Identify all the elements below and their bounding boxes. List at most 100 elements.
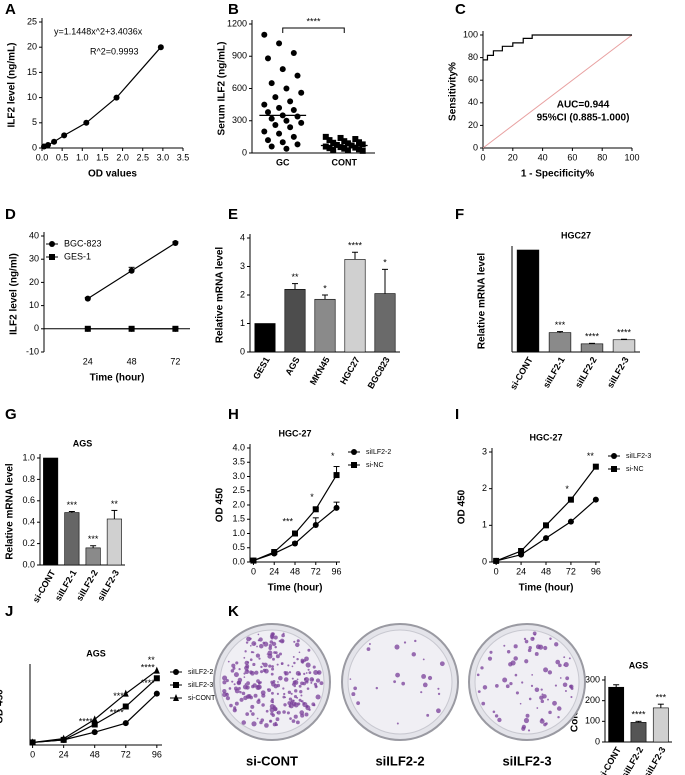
x-tick-label: 48 — [90, 749, 100, 759]
significance: *** — [555, 320, 566, 330]
panel-letter: F — [455, 206, 464, 223]
colony — [296, 678, 299, 681]
colony — [282, 710, 286, 714]
marker — [61, 132, 68, 139]
colony — [299, 690, 303, 694]
colony — [523, 637, 527, 641]
colony — [315, 685, 318, 688]
dish-label: si-CONT — [246, 753, 298, 768]
marker — [45, 141, 52, 148]
marker — [84, 325, 91, 332]
colony — [487, 656, 493, 661]
x-tick-label: 1.0 — [76, 152, 89, 162]
colony — [555, 659, 561, 665]
colony — [276, 692, 279, 695]
colony — [294, 689, 298, 693]
bar — [85, 547, 101, 566]
colony — [395, 672, 400, 678]
colony — [414, 639, 417, 643]
y-tick-label: 20 — [27, 42, 37, 52]
marker — [84, 295, 91, 302]
y-axis-label: Serum ILF2 (ng/mL) — [217, 42, 228, 136]
colony — [260, 665, 263, 669]
y-tick-label: 15 — [27, 67, 37, 77]
colony — [257, 698, 261, 702]
marker — [264, 109, 271, 116]
y-tick-label: 10 — [29, 300, 39, 310]
colony — [228, 687, 232, 690]
marker — [153, 675, 160, 682]
marker — [128, 267, 135, 274]
colony — [222, 689, 227, 694]
colony — [480, 666, 484, 670]
colony — [276, 711, 279, 714]
y-tick-label: 20 — [468, 120, 478, 130]
colony — [252, 662, 256, 667]
colony — [524, 659, 529, 664]
equation: y=1.1448x^2+3.4036x — [54, 26, 143, 36]
colony — [250, 671, 255, 676]
colony — [298, 684, 302, 688]
significance: ** — [291, 272, 299, 282]
marker — [341, 145, 348, 152]
x-axis-label: Time (hour) — [519, 583, 574, 594]
colony — [570, 687, 574, 690]
significance-bracket — [282, 27, 345, 33]
colony — [279, 652, 282, 656]
colony — [280, 662, 284, 665]
y-axis-label: Relative mRNA level — [477, 253, 488, 350]
colony — [304, 712, 309, 717]
marker — [287, 98, 294, 105]
colony — [495, 684, 499, 688]
y-tick-label: 0 — [482, 556, 487, 566]
bar — [106, 518, 122, 566]
colony — [289, 717, 292, 720]
colony — [527, 729, 531, 732]
marker — [567, 518, 574, 525]
colony — [249, 644, 252, 647]
colony — [251, 684, 255, 689]
colony — [272, 657, 275, 661]
marker — [261, 101, 268, 108]
colony — [274, 707, 278, 711]
legend-label: si-NC — [366, 462, 384, 469]
marker — [283, 117, 290, 124]
colony — [270, 672, 274, 676]
marker — [298, 89, 305, 96]
significance: **** — [348, 241, 363, 251]
colony — [249, 695, 254, 700]
y-tick-label: 40 — [29, 230, 39, 240]
colony — [403, 641, 407, 644]
colony — [427, 675, 433, 681]
colony — [300, 694, 303, 697]
x-axis-label: Time (hour) — [90, 373, 145, 384]
colony — [531, 673, 534, 676]
colony — [513, 644, 518, 649]
colony — [506, 650, 511, 654]
colony — [305, 662, 311, 668]
marker — [272, 94, 279, 101]
colony — [243, 676, 246, 678]
colony — [270, 711, 274, 716]
colony — [271, 641, 277, 647]
x-axis-label: 1 - Specificity% — [521, 169, 594, 180]
marker — [49, 254, 55, 260]
reference-line — [482, 34, 633, 149]
marker — [322, 133, 329, 140]
colony — [295, 670, 301, 676]
y-tick-label: 3 — [240, 261, 245, 271]
colony — [422, 682, 428, 688]
marker — [287, 124, 294, 131]
colony — [246, 636, 251, 642]
colony — [265, 709, 269, 713]
x-tick-label: 100 — [624, 152, 639, 162]
colony — [558, 663, 562, 668]
marker — [312, 506, 319, 513]
y-axis-label: OD 450 — [215, 487, 226, 522]
colony — [295, 642, 300, 648]
colony — [523, 717, 530, 724]
colony — [394, 644, 400, 650]
colony — [302, 681, 307, 686]
marker — [268, 115, 275, 122]
y-tick-label: 100 — [463, 29, 478, 39]
